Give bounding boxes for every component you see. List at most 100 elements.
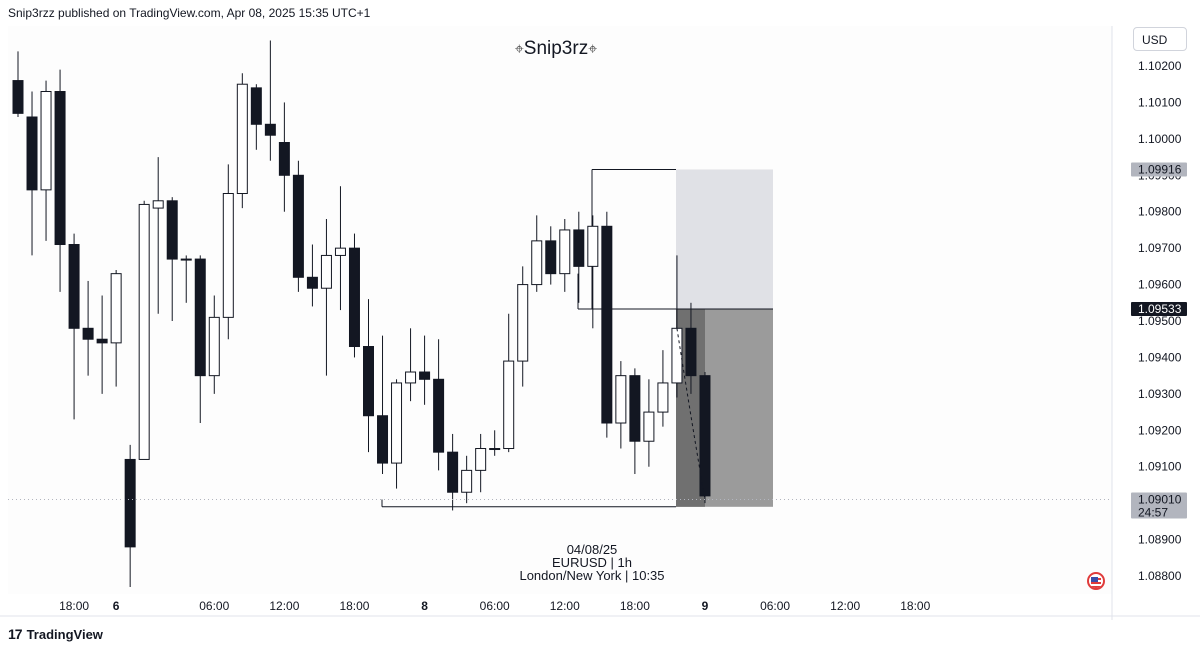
candle-body [671,327,683,384]
candle-body [124,458,136,548]
candle-body [657,382,669,413]
candle-body [517,284,529,362]
price-label: 1.09533 [1138,302,1182,316]
price-label: 1.09916 [1138,162,1182,176]
tradingview-logo-icon: 17 [8,626,23,642]
plot-background [8,26,1112,594]
y-tick-label: 1.09400 [1138,350,1182,364]
candle-body [82,327,94,340]
candle-body [194,258,206,377]
candle-body [685,327,697,377]
candle-body [601,225,613,424]
price-label: 1.09010 [1138,493,1182,507]
y-tick-label: 1.09500 [1138,314,1182,328]
watermark-name: Snip3rz [523,38,589,59]
crosshair-right-icon: ⌖ [588,41,598,58]
candle-body [334,247,346,256]
x-tick-label: 8 [421,599,428,613]
tradingview-footer[interactable]: 17 TradingView [8,626,103,642]
y-tick-label: 1.10000 [1138,132,1182,146]
candle-body [26,116,38,191]
tradingview-brand: TradingView [26,626,103,642]
candle-body [54,91,66,246]
candle-body [461,469,473,493]
candle-body [250,87,262,125]
candle-body [391,382,403,464]
x-tick-label: 6 [113,599,120,613]
x-tick-label: 9 [702,599,709,613]
x-tick-label: 18:00 [59,599,89,613]
projection-path [676,328,706,500]
author-watermark: ⌖Snip3rz⌖ [0,38,1112,60]
x-tick-label: 12:00 [830,599,860,613]
candle-body [222,193,234,318]
x-tick-label: 06:00 [480,599,510,613]
candle-body [503,360,515,450]
chart-area[interactable]: 1.102001.101001.100001.099001.098001.097… [0,0,1200,620]
candle-body [559,229,571,275]
y-tick-label: 1.08800 [1138,569,1182,583]
candle-body [348,247,360,348]
crosshair-left-icon: ⌖ [514,41,524,58]
y-tick-label: 1.10200 [1138,59,1182,73]
candle-body [475,448,487,471]
candle-body [138,203,150,460]
info-session: London/New York | 10:35 [519,568,665,583]
x-tick-label: 12:00 [269,599,299,613]
candle-body [166,200,178,260]
y-tick-label: 1.09600 [1138,278,1182,292]
y-tick-label: 1.09200 [1138,423,1182,437]
price-label-bg [1131,162,1187,177]
y-tick-label: 1.09700 [1138,241,1182,255]
candle-body [264,123,276,136]
candle-body [545,240,557,275]
y-tick-label: 1.10100 [1138,95,1182,109]
candle-body [208,316,220,377]
y-tick-label: 1.09300 [1138,387,1182,401]
candle-body [489,448,501,451]
candle-body [573,229,585,267]
candle-body [236,83,248,195]
y-tick-label: 1.09800 [1138,205,1182,219]
candle-body [306,276,318,289]
candle-body [292,174,304,278]
candle-body [629,375,641,442]
candle-body [377,415,389,464]
candle-body [643,411,655,442]
candle-body [278,142,290,176]
info-symbol: EURUSD | 1h [552,555,632,570]
x-tick-label: 18:00 [900,599,930,613]
candle-body [110,273,122,344]
candle-body [96,338,108,344]
price-label-bg [1131,301,1187,316]
candle-body [433,378,445,453]
candle-body [699,375,711,497]
x-tick-label: 12:00 [550,599,580,613]
y-tick-label: 1.08900 [1138,533,1182,547]
candle-body [12,80,24,114]
candle-body [180,258,192,261]
currency-selector[interactable]: USD [1133,27,1187,51]
candle-body [531,240,543,286]
candle-body [152,200,164,209]
candle-body [363,346,374,417]
x-tick-label: 18:00 [620,599,650,613]
candle-body [447,451,459,493]
target-zone [676,169,773,309]
x-tick-label: 06:00 [199,599,229,613]
us-flag-icon[interactable] [1087,572,1105,590]
price-chart[interactable]: 1.102001.101001.100001.099001.098001.097… [0,0,1200,620]
price-label-bg [1131,492,1187,519]
info-date: 04/08/25 [566,542,618,557]
y-tick-label: 1.09100 [1138,460,1182,474]
published-header: Snip3rzz published on TradingView.com, A… [8,6,371,20]
countdown-label: 24:57 [1138,506,1168,520]
candle-body [68,244,80,329]
candle-body [419,371,431,380]
candle-body [405,371,417,384]
candle-body [40,91,52,191]
x-tick-label: 06:00 [760,599,790,613]
candle-body [320,254,332,289]
candle-body [615,375,627,424]
candle-body [587,225,599,267]
